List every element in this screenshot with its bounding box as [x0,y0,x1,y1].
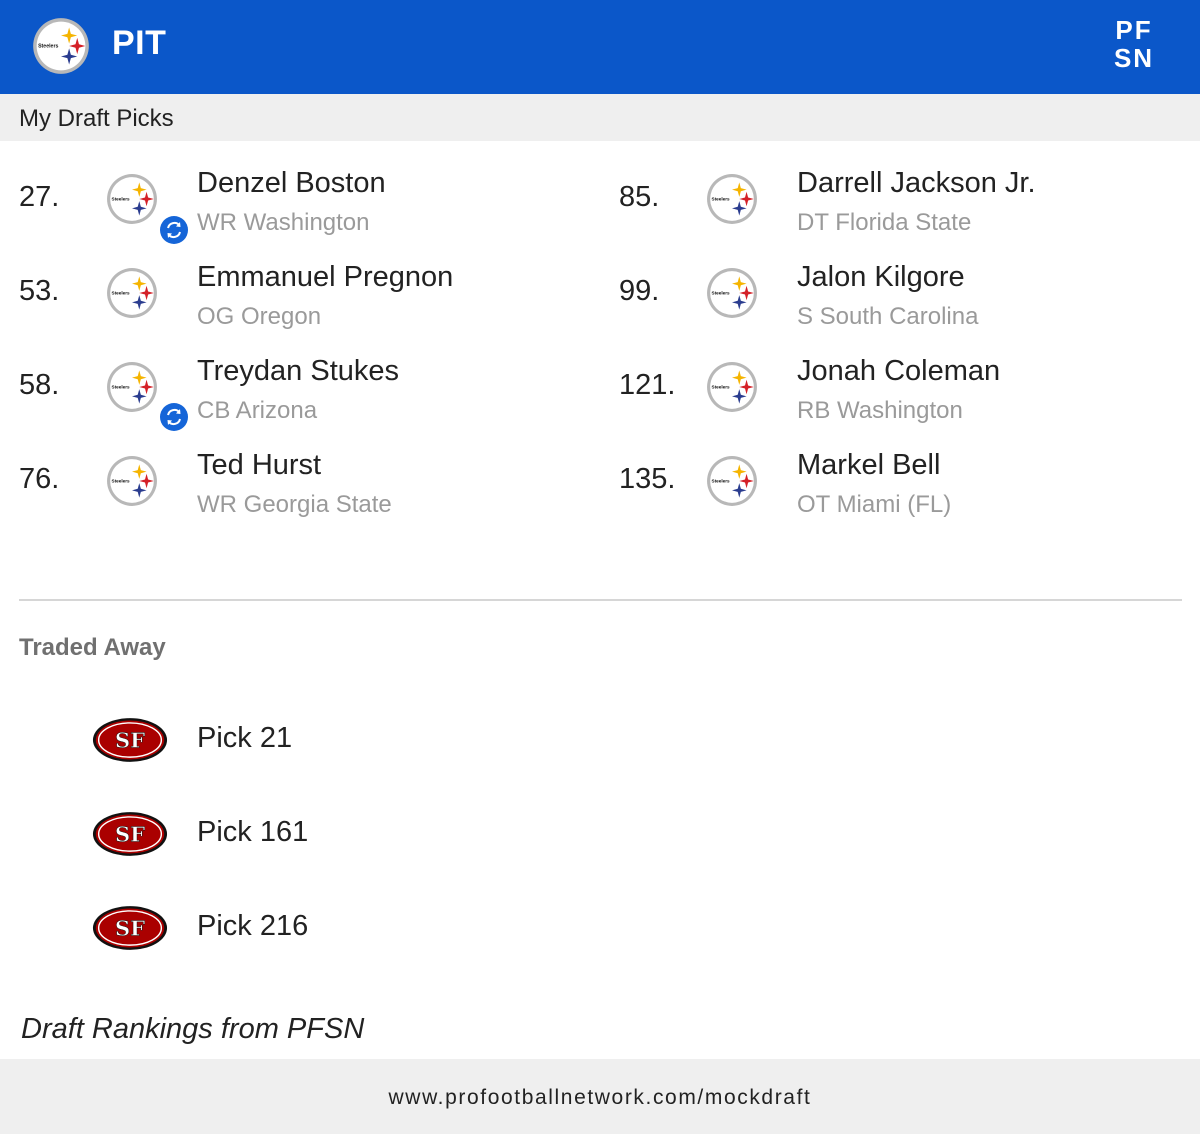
trade-icon [160,403,188,431]
traded-away-title: Traded Away [19,634,166,661]
traded-pick-label: Pick 161 [197,816,309,848]
49ers-logo-icon [92,716,168,764]
traded-pick-label: Pick 216 [197,910,309,942]
player-name: Treydan Stukes [197,355,400,387]
pick-row[interactable]: 121. Jonah Coleman RB Washington [619,355,1179,441]
team-header: PIT PF SN [0,0,1200,94]
steelers-logo-icon [706,361,758,413]
steelers-logo-icon [106,267,158,319]
rankings-footnote: Draft Rankings from PFSN [21,1013,365,1045]
pick-row[interactable]: 27. Denzel Boston WR Washington [19,167,579,253]
pick-number: 76. [19,463,60,495]
steelers-logo-icon [32,17,90,75]
49ers-logo-icon [92,904,168,952]
section-header: My Draft Picks [0,94,1200,141]
trade-icon [160,216,188,244]
player-name: Denzel Boston [197,167,386,199]
pick-row[interactable]: 85. Darrell Jackson Jr. DT Florida State [619,167,1179,253]
pick-row[interactable]: 58. Treydan Stukes CB Arizona [19,355,579,441]
steelers-logo-icon [706,455,758,507]
pick-row[interactable]: 135. Markel Bell OT Miami (FL) [619,449,1179,535]
player-name: Jalon Kilgore [797,261,965,293]
page-footer: www.profootballnetwork.com/mockdraft [0,1059,1200,1134]
pfsn-logo-icon: PF SN [1114,15,1154,70]
player-name: Jonah Coleman [797,355,1001,387]
pick-row[interactable]: 53. Emmanuel Pregnon OG Oregon [19,261,579,347]
steelers-logo-icon [106,361,158,413]
player-name: Ted Hurst [197,449,322,481]
player-position-school: RB Washington [797,397,963,424]
steelers-logo-icon [106,455,158,507]
team-code: PIT [112,24,167,62]
pick-row[interactable]: 99. Jalon Kilgore S South Carolina [619,261,1179,347]
player-position-school: CB Arizona [197,397,318,424]
player-position-school: OT Miami (FL) [797,491,952,518]
pick-number: 27. [19,181,60,213]
player-position-school: S South Carolina [797,303,979,330]
49ers-logo-icon [92,810,168,858]
player-position-school: WR Washington [197,209,370,236]
svg-text:SN: SN [1114,43,1154,70]
footer-url[interactable]: www.profootballnetwork.com/mockdraft [388,1086,812,1109]
pick-number: 121. [619,369,676,401]
pick-number: 53. [19,275,60,307]
section-title: My Draft Picks [19,105,174,132]
steelers-logo-icon [706,267,758,319]
pick-number: 99. [619,275,660,307]
player-position-school: DT Florida State [797,209,972,236]
player-name: Emmanuel Pregnon [197,261,454,293]
section-divider [19,599,1182,601]
traded-pick-label: Pick 21 [197,722,293,754]
pick-number: 85. [619,181,660,213]
player-position-school: WR Georgia State [197,491,392,518]
player-name: Markel Bell [797,449,941,481]
pick-number: 58. [19,369,60,401]
svg-text:PF: PF [1115,15,1152,45]
steelers-logo-icon [706,173,758,225]
pick-number: 135. [619,463,676,495]
steelers-logo-icon [106,173,158,225]
player-position-school: OG Oregon [197,303,322,330]
pick-row[interactable]: 76. Ted Hurst WR Georgia State [19,449,579,535]
player-name: Darrell Jackson Jr. [797,167,1036,199]
